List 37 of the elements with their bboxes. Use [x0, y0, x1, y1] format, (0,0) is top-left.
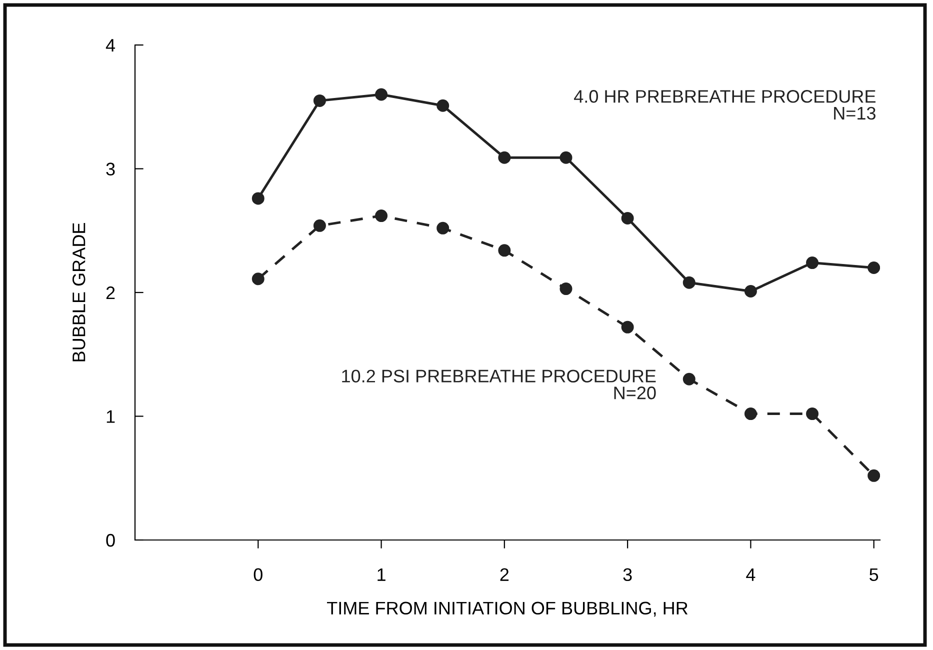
point	[313, 94, 326, 107]
y-tick-label: 0	[106, 534, 115, 547]
point	[252, 272, 264, 286]
point	[744, 408, 757, 420]
point	[806, 256, 819, 270]
x-tick-label: 4	[746, 568, 756, 581]
point	[621, 212, 634, 224]
point	[806, 408, 819, 420]
point	[375, 88, 388, 101]
x-tick-label: 0	[254, 568, 262, 582]
point	[498, 244, 511, 257]
point	[375, 210, 388, 222]
x-axis-title: TIME FROM INITIATION OF BUBBLING, HR	[327, 602, 688, 617]
x-tick-label: 3	[623, 568, 632, 582]
x-tick-label: 1	[378, 568, 386, 581]
point	[252, 192, 264, 205]
point	[868, 262, 880, 274]
y-tick-label: 2	[106, 286, 115, 300]
point	[560, 282, 572, 296]
point	[744, 285, 757, 298]
point	[436, 99, 450, 112]
point	[621, 320, 634, 334]
series-label: 10.2 PSI PREBREATHE PROCEDURE N=20	[342, 370, 656, 400]
point	[682, 372, 696, 386]
series-label: 4.0 HR PREBREATHE PROCEDURE N=13	[574, 90, 876, 120]
point	[868, 469, 880, 482]
x-tick-label: 5	[870, 568, 878, 582]
y-tick-label: 1	[106, 410, 115, 423]
x-tick-label: 2	[500, 568, 509, 581]
point	[313, 219, 326, 232]
y-tick-label: 4	[106, 39, 116, 52]
point	[560, 151, 572, 164]
point	[498, 151, 511, 164]
point	[682, 276, 696, 289]
point	[436, 222, 450, 234]
y-tick-label: 3	[106, 162, 115, 176]
y-axis-title: BUBBLE GRADE	[72, 223, 86, 362]
